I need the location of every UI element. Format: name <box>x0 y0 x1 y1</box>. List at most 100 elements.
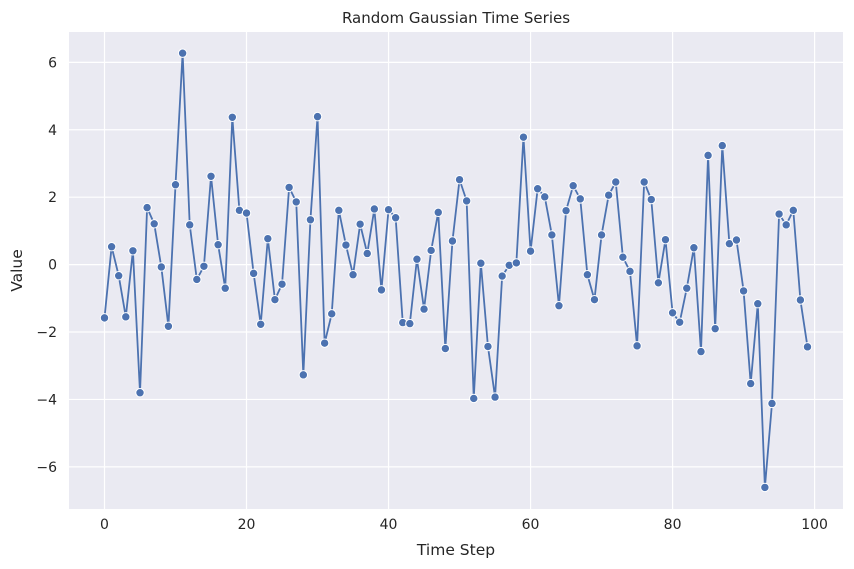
y-axis-label: Value <box>8 249 26 292</box>
data-point <box>426 245 436 256</box>
x-tick-label: 60 <box>522 517 540 533</box>
data-point <box>114 271 124 281</box>
data-point <box>781 220 791 230</box>
chart-title: Random Gaussian Time Series <box>342 9 570 27</box>
data-point <box>653 278 664 288</box>
y-tick-label: 6 <box>48 55 57 71</box>
data-point <box>213 240 223 250</box>
x-axis-label: Time Step <box>416 541 495 559</box>
data-point <box>518 132 529 142</box>
data-point <box>277 279 287 289</box>
data-point <box>369 204 380 214</box>
data-point <box>525 246 536 256</box>
data-point <box>348 270 358 280</box>
data-point <box>206 171 216 181</box>
data-point <box>270 294 280 305</box>
data-point <box>341 240 351 250</box>
data-point <box>667 308 678 318</box>
data-point <box>511 258 522 268</box>
data-point <box>142 202 152 213</box>
data-point <box>220 283 230 293</box>
y-tick-label: −6 <box>36 460 57 476</box>
data-point <box>305 215 316 225</box>
data-point <box>596 230 607 240</box>
data-point <box>383 204 394 215</box>
plot-background <box>69 32 843 509</box>
data-point <box>454 174 465 185</box>
tick-labels: 0 20 40 60 80 100 −6 −4 −2 0 2 4 6 <box>36 55 828 533</box>
data-point <box>738 286 749 296</box>
data-point <box>540 192 550 202</box>
data-point <box>121 312 131 322</box>
data-point <box>767 398 777 409</box>
data-point <box>263 233 273 244</box>
data-point <box>774 209 784 219</box>
data-point <box>625 266 635 277</box>
data-point <box>731 235 742 245</box>
data-point <box>199 261 209 271</box>
data-point <box>185 220 195 230</box>
data-point <box>405 318 415 329</box>
y-tick-label: 4 <box>48 123 57 139</box>
data-point <box>717 140 727 151</box>
data-point <box>682 283 692 293</box>
series-group <box>99 48 813 493</box>
data-point <box>710 323 720 334</box>
data-point <box>440 343 451 354</box>
data-point <box>156 262 167 272</box>
data-point <box>256 319 266 329</box>
data-point <box>390 213 401 223</box>
y-tick-label: −4 <box>36 392 57 408</box>
data-point <box>376 285 387 295</box>
data-point <box>568 181 578 191</box>
data-point <box>476 258 486 268</box>
data-point <box>241 208 252 218</box>
data-point <box>561 205 571 216</box>
data-point <box>674 317 685 327</box>
data-point <box>753 299 763 309</box>
data-point <box>284 182 294 193</box>
data-point <box>490 392 500 402</box>
data-point <box>469 393 479 404</box>
data-point <box>745 378 756 389</box>
data-point <box>802 342 813 352</box>
data-point <box>646 194 656 205</box>
data-point <box>128 246 138 256</box>
x-tick-label: 20 <box>238 517 256 533</box>
data-point <box>99 313 110 323</box>
data-point <box>788 205 798 216</box>
data-point <box>554 301 564 311</box>
data-point <box>660 234 671 245</box>
data-point <box>589 294 600 305</box>
data-point <box>795 295 806 305</box>
series-line <box>103 53 809 488</box>
data-point <box>447 236 458 246</box>
data-point <box>547 230 557 240</box>
data-point <box>319 338 330 348</box>
x-tick-label: 80 <box>664 517 682 533</box>
data-point <box>291 197 301 207</box>
data-point <box>532 184 543 194</box>
data-point <box>170 180 181 190</box>
data-point <box>327 309 337 319</box>
y-tick-label: 2 <box>48 190 57 206</box>
data-point <box>696 346 706 357</box>
x-tick-label: 100 <box>801 517 828 533</box>
data-point <box>298 370 309 380</box>
data-point <box>703 150 713 161</box>
data-point <box>163 321 174 331</box>
data-point <box>575 194 585 204</box>
data-point <box>149 219 159 229</box>
gridlines <box>69 32 843 509</box>
data-point <box>724 239 735 249</box>
data-point <box>433 207 443 218</box>
data-point <box>618 252 628 262</box>
y-tick-label: 0 <box>48 258 57 274</box>
data-point <box>192 274 202 285</box>
data-point <box>639 177 649 187</box>
data-point <box>461 196 472 206</box>
data-point <box>689 243 699 253</box>
data-point <box>312 111 323 122</box>
data-point <box>135 387 145 398</box>
